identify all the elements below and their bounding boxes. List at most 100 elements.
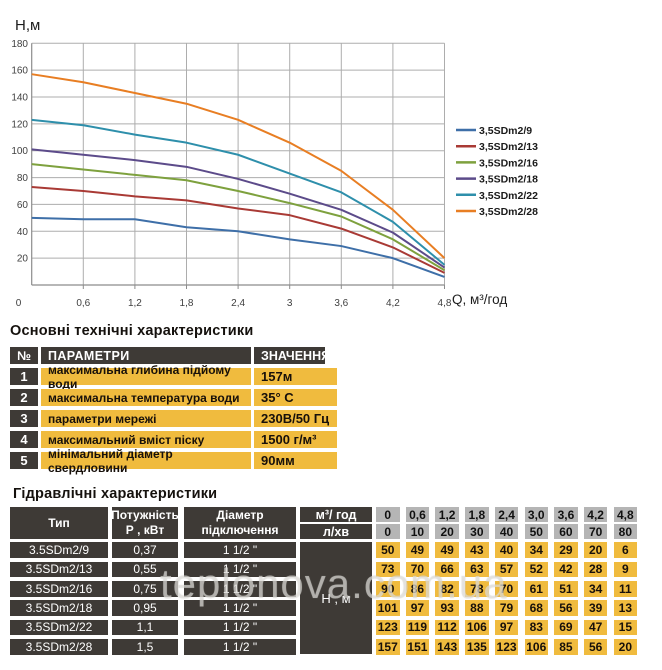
col-header-type: Тип [10,507,108,539]
legend-label: 3,5SDm2/22 [479,190,538,202]
head-value-cell: 97 [405,600,430,616]
chart-series [31,73,446,278]
x-axis-tick-label: 4,2 [386,298,400,309]
head-value-cell: 63 [465,561,489,578]
head-value-cell: 106 [524,638,548,655]
head-meters-merged-cell: Н , м [300,542,372,654]
row-number-cell: 3 [10,410,38,427]
y-axis-label: Н,м [15,17,40,34]
table1-header-row: № ПАРАМЕТРИ ЗНАЧЕННЯ [10,347,337,364]
head-value-cell: 79 [494,600,519,616]
power-cell: 0,75 [112,580,178,597]
head-value-cell: 119 [405,619,430,636]
chart-series-line [31,216,445,278]
value-cell: 90мм [254,452,337,469]
y-axis-tick-label: 140 [11,93,28,104]
head-value-cell: 101 [376,600,400,616]
parameter-cell: максимальна глибина підйому води [41,363,251,391]
table-row: 5 мінімальний діаметр свердловини 90мм [10,447,337,475]
flow-m3h-value: 2,4 [494,507,519,522]
head-value-cell: 135 [465,638,489,655]
head-value-cell: 83 [524,619,548,636]
head-value-cell: 70 [494,580,519,597]
col-header-flow-m3h: м³/ год [300,507,372,522]
flow-lmin-value: 10 [405,524,430,540]
table1-header-value: ЗНАЧЕННЯ [254,347,330,364]
table2-title: Гідравлічні характеристики [13,486,218,502]
diameter-cell: 1 1/2 " [184,619,296,636]
y-axis-tick-labels: 180 160 140 120 100 80 60 40 20 [11,39,28,265]
head-value-cell: 82 [435,580,459,597]
head-value-cell: 70 [405,561,430,578]
head-value-cell: 86 [405,580,430,597]
table1-header-param: ПАРАМЕТРИ [41,347,251,364]
pump-type-cell: 3.5SDm2/18 [10,600,108,616]
parameter-cell: мінімальний діаметр свердловини [41,447,251,475]
y-axis-tick-label: 160 [11,66,28,77]
flow-m3h-value: 1,2 [435,507,459,522]
flow-lmin-value: 60 [554,524,578,540]
flow-m3h-value: 3,6 [554,507,578,522]
power-cell: 0,95 [112,600,178,616]
diameter-cell: 1 1/2 " [184,542,296,558]
y-axis-tick-label: 40 [17,227,29,238]
head-value-cell: 112 [435,619,459,636]
power-cell: 1,5 [112,638,178,655]
flow-lmin-value: 40 [494,524,519,540]
x-axis-tick-labels: 0 0,6 1,2 1,8 2,4 3 3,6 4,2 4,8 [16,298,452,309]
parameter-cell: максимальна температура води [41,389,251,406]
chart-series-line [31,148,446,269]
head-value-cell: 61 [524,580,548,597]
head-value-cell: 28 [583,561,608,578]
head-value-cell: 13 [613,600,638,616]
x-axis-tick-label: 2,4 [231,298,245,309]
flow-m3h-value: 0,6 [405,507,430,522]
pump-type-cell: 3.5SDm2/13 [10,561,108,578]
col-header-flow-lmin: л/хв [300,524,372,540]
legend-label: 3,5SDm2/18 [479,174,538,186]
head-value-cell: 34 [524,542,548,558]
head-value-cell: 50 [376,542,400,558]
head-value-cell: 11 [613,580,638,597]
power-cell: 1,1 [112,619,178,636]
table-row: 4 максимальний вміст піску 1500 г/м³ [10,431,337,448]
head-value-cell: 40 [494,542,519,558]
flow-lmin-value: 20 [435,524,459,540]
head-value-cell: 97 [494,619,519,636]
head-value-cell: 47 [583,619,608,636]
head-value-cell: 56 [583,638,608,655]
value-cell: 1500 г/м³ [254,431,337,448]
head-value-cell: 20 [613,638,638,655]
x-axis-origin-label: 0 [16,298,22,309]
table1-header-num: № [10,347,38,364]
flow-m3h-value: 3,0 [524,507,548,522]
row-number-cell: 5 [10,452,38,469]
head-value-cell: 90 [376,580,400,597]
col-header-diameter: Діаметр підключення [184,507,296,539]
legend-item: 3,5SDm2/22 [456,190,538,202]
y-axis-tick-label: 60 [17,200,29,211]
x-axis-tick-label: 0,6 [76,298,90,309]
pump-type-cell: 3.5SDm2/22 [10,619,108,636]
legend-item: 3,5SDm2/18 [456,174,538,186]
x-axis-tick-label: 3,6 [334,298,348,309]
chart-series-line [31,185,445,274]
legend-label: 3,5SDm2/28 [479,206,538,218]
parameter-cell: максимальний вміст піску [41,431,251,448]
value-cell: 230В/50 Гц [254,410,337,427]
head-value-cell: 29 [554,542,578,558]
table-row: 2 максимальна температура води 35° С [10,389,337,406]
flow-lmin-value: 80 [613,524,638,540]
legend-label: 3,5SDm2/16 [479,157,538,169]
head-value-cell: 9 [613,561,638,578]
technical-characteristics-table: № ПАРАМЕТРИ ЗНАЧЕННЯ 1 максимальна глибина п… [10,347,337,475]
pump-type-cell: 3.5SDm2/9 [10,542,108,558]
head-value-cell: 20 [583,542,608,558]
col-header-power: Потужність Р , кВт [111,507,179,539]
head-value-cell: 49 [405,542,430,558]
head-value-cell: 93 [435,600,459,616]
head-value-cell: 51 [554,580,578,597]
row-number-cell: 1 [10,368,38,385]
head-value-cell: 66 [435,561,459,578]
header-text: Потужність Р , кВт [111,508,179,537]
